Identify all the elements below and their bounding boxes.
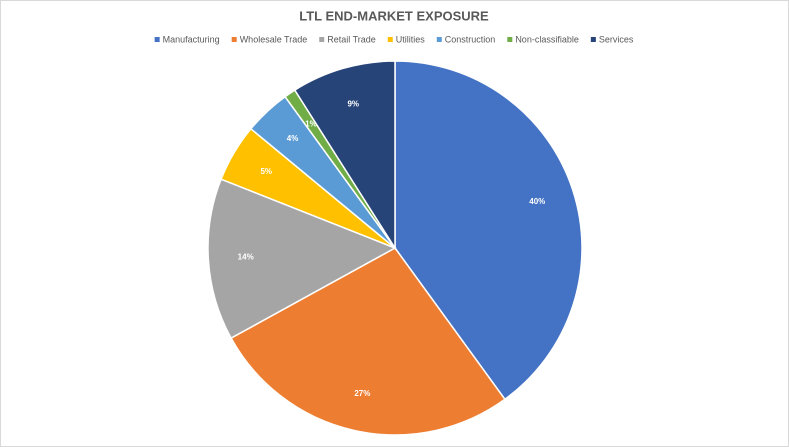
legend-swatch bbox=[154, 37, 160, 42]
legend-label: Wholesale Trade bbox=[240, 34, 308, 44]
data-label: 5% bbox=[260, 167, 272, 176]
legend-label: Manufacturing bbox=[163, 34, 220, 44]
data-label: 14% bbox=[238, 253, 254, 262]
data-label: 27% bbox=[354, 389, 370, 398]
data-label: 1% bbox=[305, 119, 317, 128]
legend-swatch bbox=[387, 37, 393, 42]
legend-swatch bbox=[507, 37, 513, 42]
legend-item: Manufacturing bbox=[154, 34, 220, 44]
chart-title: LTL END-MARKET EXPOSURE bbox=[299, 8, 489, 23]
legend-label: Retail Trade bbox=[327, 34, 376, 44]
pie-slice bbox=[293, 60, 396, 251]
legend-item: Services bbox=[590, 34, 634, 44]
legend-swatch bbox=[231, 37, 237, 42]
legend-label: Construction bbox=[445, 34, 496, 44]
pie-slice bbox=[207, 178, 397, 340]
legend-item: Retail Trade bbox=[319, 34, 376, 44]
legend-item: Non-classifiable bbox=[507, 34, 579, 44]
legend-item: Utilities bbox=[387, 34, 426, 44]
legend-swatch bbox=[590, 37, 596, 42]
legend: Manufacturing Wholesale Trade Retail Trade… bbox=[154, 34, 634, 44]
pie-slice bbox=[394, 60, 583, 401]
legend-label: Utilities bbox=[396, 34, 426, 44]
data-label: 9% bbox=[347, 99, 359, 108]
data-label: 4% bbox=[287, 134, 299, 143]
legend-label: Non-classifiable bbox=[515, 34, 579, 44]
legend-item: Wholesale Trade bbox=[231, 34, 308, 44]
pie: 40% 27% 14% 5% 4% 1% 9% bbox=[207, 60, 583, 436]
legend-label: Services bbox=[599, 34, 634, 44]
legend-swatch bbox=[436, 37, 442, 42]
legend-swatch bbox=[319, 37, 325, 42]
pie-slice bbox=[230, 247, 506, 436]
legend-item: Construction bbox=[436, 34, 496, 44]
data-label: 40% bbox=[529, 197, 545, 206]
